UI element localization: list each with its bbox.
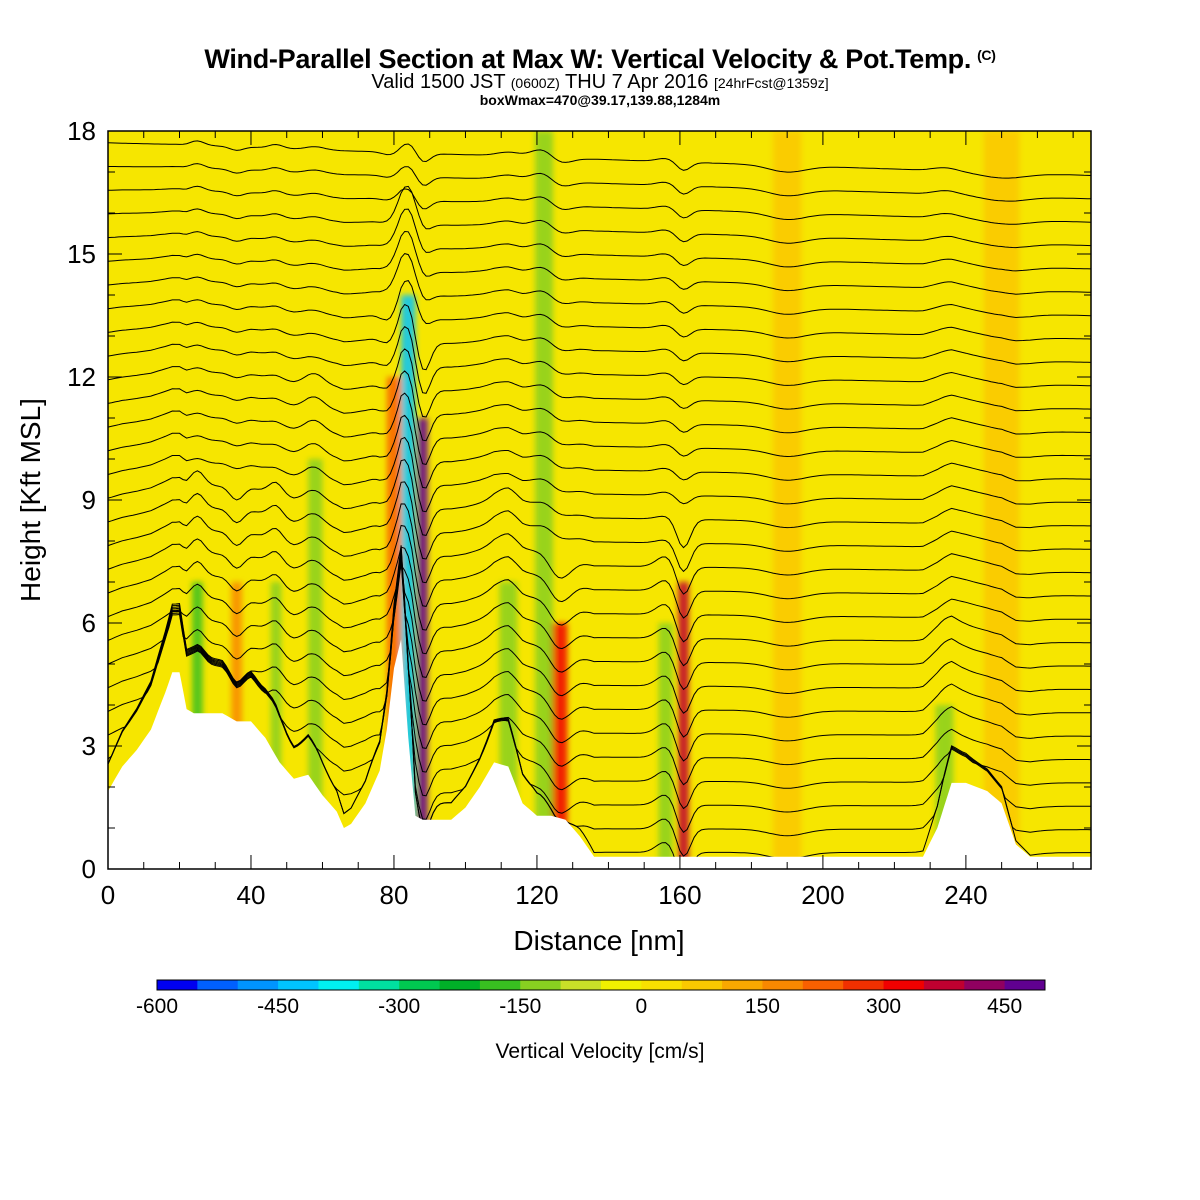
valid-utc: (0600Z) [510,75,560,91]
chart-title-tag: (C) [977,47,996,63]
colorbar-swatch [681,980,723,990]
x-tick-label: 120 [515,880,558,910]
isentrope-6 [108,558,1091,738]
colorbar-swatch [883,980,925,990]
colorbar-tick-label: -600 [136,995,178,1018]
colorbar: -600 -450 -300 -150 0 150 300 450 [136,979,1046,1018]
box-info: boxWmax=470@39.17,139.88,1284m [479,92,721,108]
colorbar-swatch [278,980,319,990]
isentrope-20 [108,326,1091,394]
isentrope-22 [108,280,1091,342]
isentrope-4 [108,554,1091,786]
forecast-info: [24hrFcst@1359z] [713,75,829,91]
y-tick-label: 12 [67,362,96,392]
isentrope-19 [108,348,1091,418]
colorbar-swatch [964,980,1006,990]
velocity-feature-7 [658,623,673,869]
isentrope-29 [108,140,1091,179]
colorbar-swatch [439,980,481,990]
x-axis-title: Distance [nm] [513,925,684,956]
chart-title-text: Wind-Parallel Section at Max W: Vertical… [204,44,972,74]
velocity-feature-12 [308,459,323,869]
y-axis-title: Height [Kft MSL] [15,398,46,602]
isentrope-17 [108,392,1091,465]
velocity-feature-4 [678,582,689,869]
y-axis: 0 3 6 9 12 15 18 [67,116,1091,884]
colorbar-tick-label: 150 [745,995,780,1018]
isentrope-25 [108,208,1091,272]
y-tick-label: 0 [82,854,96,884]
colorbar-swatch [923,980,965,990]
colorbar-swatch [843,980,885,990]
colorbar-frame [156,979,1046,991]
colorbar-swatch [802,980,844,990]
colorbar-tick-label: 450 [987,995,1022,1018]
colorbar-swatch [560,980,602,990]
y-tick-label: 18 [67,116,96,146]
colorbar-title: Vertical Velocity [cm/s] [496,1040,705,1063]
colorbar-swatch [399,980,441,990]
valid-suffix: THU 7 Apr 2016 [565,71,709,93]
isentrope-5 [108,556,1091,762]
colorbar-swatch [641,980,683,990]
y-tick-label: 6 [82,608,96,638]
chart-title: Wind-Parallel Section at Max W: Vertical… [0,44,1200,75]
isentrope-12 [108,503,1091,595]
isentrope-23 [108,253,1091,319]
isentrope-14 [108,459,1091,549]
isentrope-21 [108,303,1091,371]
isentrope-7 [108,560,1091,714]
isentrope-16 [108,414,1091,489]
isentrope-13 [108,481,1091,573]
x-tick-label: 160 [658,880,701,910]
isentrope-15 [108,436,1091,513]
isentrope-28 [108,163,1091,202]
velocity-feature-13 [772,131,802,869]
velocity-feature-1 [417,418,428,869]
x-axis: 0 40 80 120 160 200 240 [101,131,1074,910]
colorbar-swatch [318,980,360,990]
y-tick-label: 15 [67,239,96,269]
isentrope-18 [108,370,1091,442]
colorbar-swatch [762,980,804,990]
velocity-feature-11 [270,582,282,869]
x-tick-label: 40 [237,880,266,910]
isentrope-27 [108,185,1091,225]
plot-area [108,131,1091,869]
colorbar-tick-label: 300 [866,995,901,1018]
isentrope-lines [108,140,1091,869]
colorbar-swatch [520,980,562,990]
isentrope-10 [108,546,1091,643]
colorbar-swatch [1004,980,1046,990]
x-tick-label: 200 [801,880,844,910]
colorbar-swatch [601,980,642,990]
isentrope-9 [108,563,1091,667]
velocity-feature-6 [535,131,554,869]
terrain [108,639,1091,869]
x-tick-label: 0 [101,880,115,910]
isentrope-11 [108,524,1091,619]
colorbar-swatch [722,980,763,990]
velocity-feature-14 [983,131,1020,869]
colorbar-swatch [358,980,400,990]
colorbar-tick-label: -300 [378,995,420,1018]
colorbar-tick-label: -450 [257,995,299,1018]
valid-prefix: Valid 1500 JST [371,71,506,93]
x-tick-label: 240 [944,880,987,910]
colorbar-tick-label: -150 [499,995,541,1018]
colorbar-swatch [157,980,198,990]
colorbar-swatch [479,980,521,990]
chart-subtitle: Valid 1500 JST (0600Z) THU 7 Apr 2016 [2… [0,71,1200,94]
isentrope-26 [108,185,1091,249]
y-tick-label: 3 [82,731,96,761]
colorbar-swatch [237,980,279,990]
x-tick-label: 80 [380,880,409,910]
isentrope-24 [108,230,1091,295]
colorbar-tick-label: 0 [636,995,648,1018]
isentrope-8 [108,562,1091,691]
y-tick-label: 9 [82,485,96,515]
colorbar-swatch [197,980,239,990]
